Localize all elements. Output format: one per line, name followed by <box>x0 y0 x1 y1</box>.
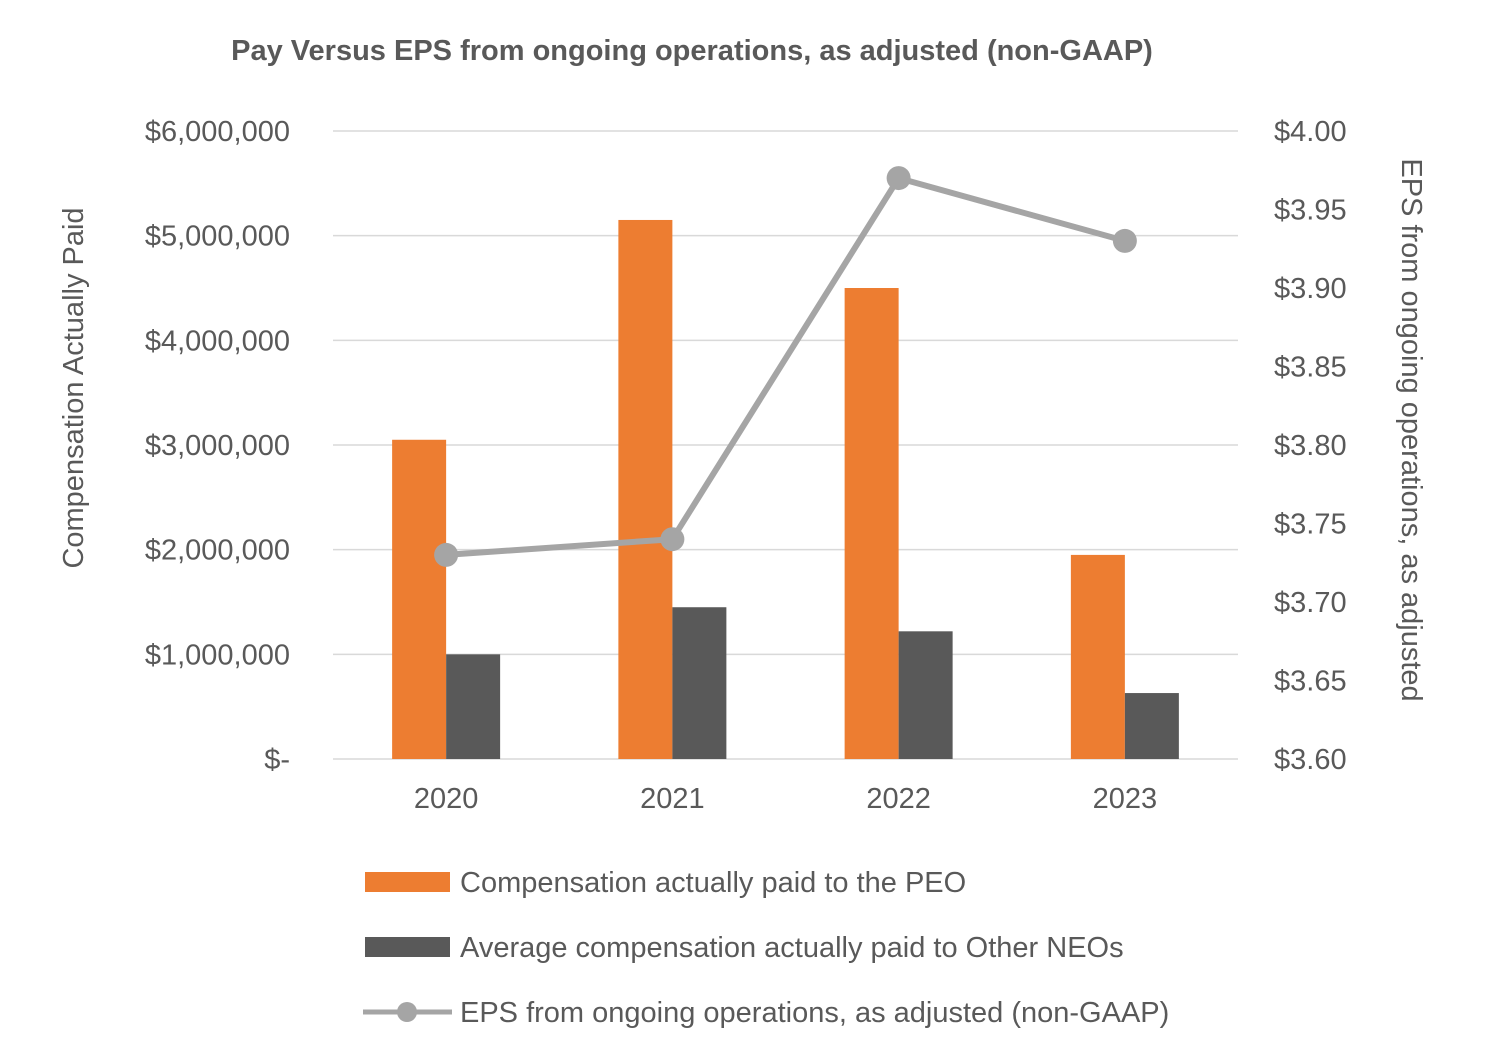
bar-peo-2023 <box>1070 554 1125 759</box>
right-axis-tick-label: $3.95 <box>1274 195 1347 227</box>
eps-line-path <box>445 175 1126 558</box>
left-axis-tick-label: $6,000,000 <box>145 116 290 148</box>
right-axis-tick-label: $3.80 <box>1274 430 1347 462</box>
right-axis-tick-label: $3.70 <box>1274 587 1347 619</box>
legend: Compensation actually paid to the PEO Av… <box>363 867 1169 1029</box>
right-axis-ticks: $3.60 $3.65 $3.70 $3.75 $3.80 $3.85 $3.90 $3.95… <box>1274 116 1347 776</box>
bar-peo-2020 <box>392 439 447 759</box>
left-axis-tick-label: $1,000,000 <box>145 639 290 671</box>
legend-swatch-eps-marker <box>397 1002 417 1022</box>
right-axis-tick-label: $3.85 <box>1274 352 1347 384</box>
right-axis-tick-label: $4.00 <box>1274 116 1347 148</box>
bar-peo-2021 <box>618 219 673 759</box>
left-axis-tick-label: $4,000,000 <box>145 325 290 357</box>
bar-neos-2022 <box>898 631 953 759</box>
bar-neos-2020 <box>446 654 501 759</box>
eps-point-2021 <box>660 527 685 552</box>
legend-label-peo: Compensation actually paid to the PEO <box>460 867 966 899</box>
left-axis-ticks: $- $1,000,000 $2,000,000 $3,000,000 $4,000,0… <box>145 116 290 776</box>
eps-point-2023 <box>1112 228 1137 253</box>
right-axis-title: EPS from ongoing operations, as adjusted <box>1395 158 1427 701</box>
right-axis-tick-label: $3.90 <box>1274 273 1347 305</box>
x-axis-ticks: 2020 2021 2022 2023 <box>414 783 1157 815</box>
eps-line <box>434 166 1137 567</box>
bar-peo-2022 <box>844 288 899 759</box>
right-axis-tick-label: $3.75 <box>1274 509 1347 541</box>
right-axis-tick-label: $3.65 <box>1274 666 1347 698</box>
eps-point-2022 <box>886 166 911 191</box>
bar-neos-2021 <box>672 607 727 759</box>
legend-swatch-peo <box>365 872 450 892</box>
left-axis-tick-label: $5,000,000 <box>145 221 290 253</box>
left-axis-tick-label: $2,000,000 <box>145 535 290 567</box>
x-axis-tick-label: 2021 <box>640 783 705 815</box>
right-axis-tick-label: $3.60 <box>1274 744 1347 776</box>
left-axis-tick-label: $- <box>264 744 290 776</box>
legend-label-eps: EPS from ongoing operations, as adjusted… <box>460 997 1169 1029</box>
chart-title: Pay Versus EPS from ongoing operations, … <box>231 35 1153 67</box>
left-axis-title: Compensation Actually Paid <box>58 207 90 568</box>
eps-point-2020 <box>434 542 459 567</box>
x-axis-tick-label: 2022 <box>866 783 931 815</box>
bar-neos-2023 <box>1124 693 1179 759</box>
x-axis-tick-label: 2020 <box>414 783 479 815</box>
left-axis-tick-label: $3,000,000 <box>145 430 290 462</box>
legend-swatch-neos <box>365 937 450 957</box>
x-axis-tick-label: 2023 <box>1093 783 1158 815</box>
bars <box>392 219 1179 759</box>
legend-label-neos: Average compensation actually paid to Ot… <box>460 932 1124 964</box>
